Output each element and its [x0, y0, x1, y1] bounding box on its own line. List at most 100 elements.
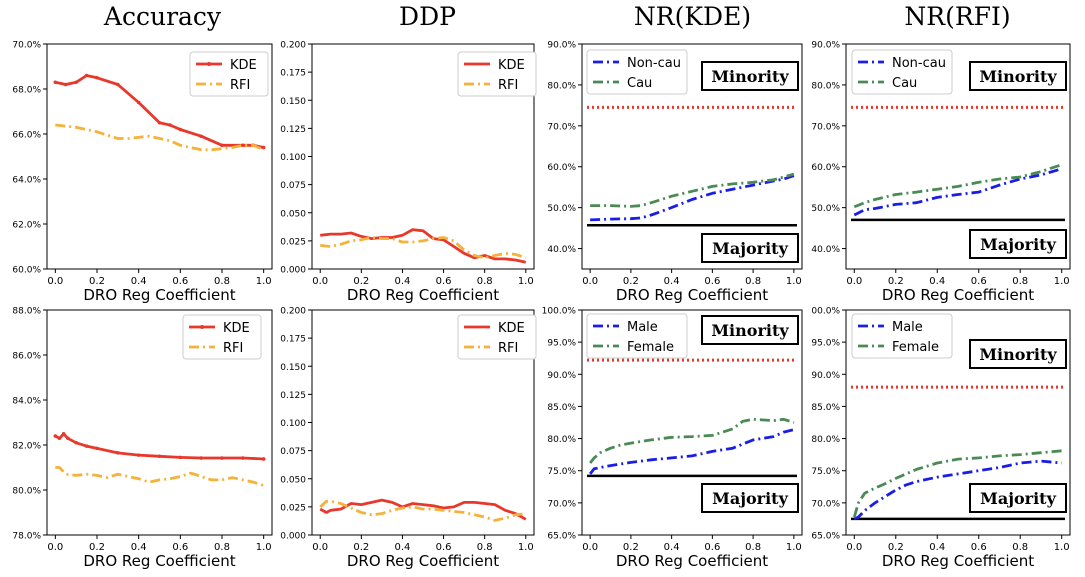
nrkde-bottom-series-male: [589, 428, 795, 475]
nrrfi-top-xtick-label: 0.4: [929, 276, 945, 287]
accuracy-top-point-kde: [220, 143, 224, 148]
nrrfi-bottom-series-female: [852, 449, 1062, 518]
accuracy-top-ytick-label: 60.0%: [12, 266, 41, 276]
accuracy-top-xtick-label: 1.0: [256, 276, 272, 287]
nrrfi-top-majority-label: Majority: [980, 235, 1056, 254]
accuracy-top-point-kde: [95, 75, 99, 80]
ddp-top-ytick-label: 0.200: [280, 41, 306, 51]
nrrfi-bottom-xtick-label: 1.0: [1054, 542, 1070, 553]
accuracy-bottom-point-kde: [53, 434, 58, 438]
accuracy-bottom-ytick-label: 80.0%: [12, 487, 41, 497]
ddp-bottom-ytick-label: 0.100: [280, 419, 306, 429]
nrrfi-top-ytick-label: 60.0%: [811, 163, 840, 173]
accuracy-bottom-ytick-label: 82.0%: [12, 442, 41, 452]
ddp-bottom-ytick-label: 0.150: [280, 363, 306, 373]
nrrfi-top-ytick-label: 50.0%: [811, 204, 840, 214]
accuracy-bottom-xtick-label: 0.4: [131, 542, 147, 553]
ddp-bottom-ytick-label: 0.175: [280, 335, 306, 345]
nrrfi-top-minority-box: [969, 61, 1067, 91]
ddp-bottom-ytick-label: 0.125: [280, 391, 306, 401]
accuracy-bottom-point-kde: [61, 431, 66, 436]
accuracy-top-xtick-label: 0.8: [214, 276, 230, 287]
nrrfi-bottom-ytick-label: 75.0%: [811, 467, 840, 477]
column-title-nr-kde: NR(KDE): [633, 2, 752, 31]
accuracy-top-point-kde: [168, 123, 172, 127]
nrkde-bottom-majority-label: Majority: [712, 489, 788, 508]
nrkde-bottom-ytick-label: 65.0%: [547, 532, 576, 542]
ddp-bottom-ytick-label: 0.050: [280, 475, 306, 485]
ddp-bottom-ytick-label: 0.025: [280, 503, 306, 513]
accuracy-bottom-point-kde: [74, 440, 78, 445]
accuracy-top-xlabel: DRO Reg Coefficient: [83, 286, 235, 304]
accuracy-bottom-point-kde: [95, 446, 99, 451]
nrrfi-top-ytick-label: 40.0%: [811, 245, 840, 255]
nrkde-bottom-xtick-label: 0.0: [582, 542, 598, 553]
nrkde-top-xtick-label: 0.0: [582, 276, 598, 287]
accuracy-bottom-plot-frame: [46, 309, 273, 536]
nrrfi-bottom-ytick-label: 85.0%: [811, 403, 840, 413]
nrrfi-top-xtick-label: 0.8: [1012, 276, 1028, 287]
nrrfi-bottom-ytick-label: 00.0%: [811, 307, 840, 317]
accuracy-bottom-series-rfi: [55, 466, 265, 487]
nrkde-top-ytick-label: 50.0%: [547, 204, 576, 214]
ddp-bottom-xtick-label: 0.2: [353, 542, 369, 553]
nrkde-bottom-legend-label: Male: [627, 320, 658, 335]
ddp-top-legend-label: RFI: [498, 78, 518, 93]
ddp-top-ytick-label: 0.050: [280, 209, 306, 219]
nrrfi-bottom-legend-label: Male: [892, 320, 923, 335]
accuracy-bottom-point-kde: [116, 451, 120, 455]
ddp-top-ytick-label: 0.125: [280, 125, 306, 135]
nrrfi-top-ytick-label: 90.0%: [811, 41, 840, 51]
accuracy-top-point-kde: [116, 82, 120, 87]
nrrfi-bottom-ytick-label: 65.0%: [811, 532, 840, 542]
accuracy-top-point-kde: [84, 73, 89, 78]
accuracy-bottom-xlabel: DRO Reg Coefficient: [83, 552, 235, 570]
accuracy-top-point-kde: [178, 127, 183, 132]
nrkde-top-series-cau: [590, 172, 795, 208]
nrrfi-top-legend-label: Cau: [892, 76, 917, 91]
nrkde-bottom-minority-box: [701, 315, 799, 345]
accuracy-top-series-rfi: [55, 123, 265, 152]
nrkde-top-majority-box: [701, 233, 799, 263]
nrrfi-bottom-xtick-label: 0.8: [1012, 542, 1028, 553]
ddp-bottom-legend-label: RFI: [498, 341, 518, 356]
nrkde-top-ytick-label: 60.0%: [547, 163, 576, 173]
column-title-accuracy: Accuracy: [103, 2, 222, 31]
nrkde-top-plot-frame: [581, 43, 803, 270]
nrkde-top-ytick-label: 90.0%: [547, 41, 576, 51]
nrkde-bottom-ytick-label: 85.0%: [547, 403, 576, 413]
ddp-top-ytick-label: 0.150: [280, 97, 306, 107]
accuracy-bottom-point-kde: [57, 436, 62, 441]
nrrfi-bottom-minority-label: Minority: [979, 345, 1057, 364]
ddp-bottom-xtick-label: 1.0: [518, 542, 534, 553]
accuracy-top-plot-frame: [46, 43, 273, 270]
nrkde-top-ytick-label: 40.0%: [547, 245, 576, 255]
nrrfi-bottom-xtick-label: 0.0: [846, 542, 862, 553]
accuracy-bottom-ytick-label: 78.0%: [12, 532, 41, 542]
accuracy-bottom-xtick-label: 0.0: [47, 542, 63, 553]
accuracy-bottom-ytick-label: 84.0%: [12, 397, 41, 407]
accuracy-bottom-legend-label: RFI: [223, 341, 243, 356]
ddp-bottom-ytick-label: 0.000: [280, 532, 306, 542]
nrrfi-top-xtick-label: 0.2: [888, 276, 904, 287]
ddp-top-ytick-label: 0.000: [280, 266, 306, 276]
ddp-bottom-xtick-label: 0.6: [436, 542, 452, 553]
nrkde-bottom-xtick-label: 0.2: [623, 542, 639, 553]
nrrfi-bottom-legend-box: [851, 313, 953, 359]
ddp-top-series-rfi: [320, 236, 527, 260]
accuracy-bottom-point-kde: [261, 457, 266, 461]
nrrfi-top-ytick-label: 80.0%: [811, 81, 840, 91]
accuracy-bottom-legend-label: KDE: [223, 321, 250, 336]
nrrfi-top-series-non-cau: [853, 167, 1063, 217]
accuracy-top-point-kde: [261, 145, 266, 150]
nrkde-top-xtick-label: 0.6: [704, 276, 720, 287]
nrkde-bottom-xtick-label: 0.4: [664, 542, 680, 553]
nrrfi-bottom-minority-box: [969, 339, 1067, 369]
nrrfi-bottom-xtick-label: 0.2: [888, 542, 904, 553]
ddp-top-xlabel: DRO Reg Coefficient: [347, 286, 499, 304]
nrkde-bottom-xtick-label: 0.8: [745, 542, 761, 553]
nrrfi-top-legend-label: Non-cau: [892, 56, 946, 71]
nrrfi-bottom-ytick-label: 90.0%: [811, 371, 840, 381]
nrkde-bottom-ytick-label: 80.0%: [547, 435, 576, 445]
